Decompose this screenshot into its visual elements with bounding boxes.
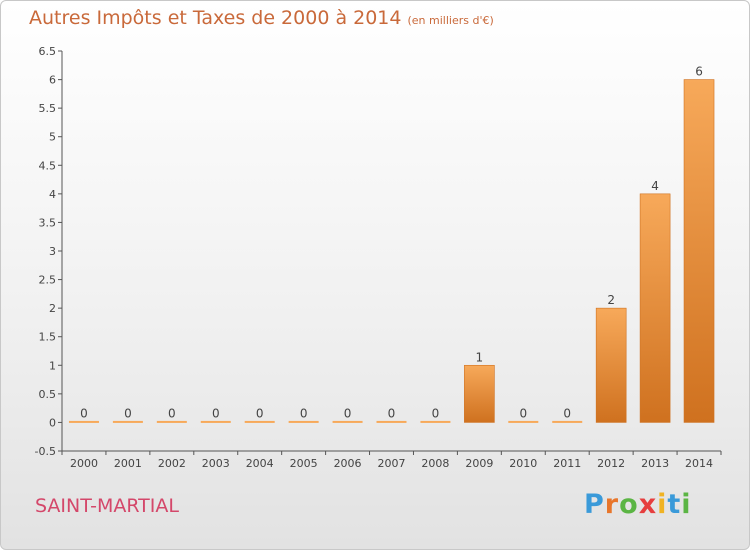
x-tick-label: 2005 [290, 457, 318, 470]
bar-2014 [683, 79, 715, 423]
chart-header: Autres Impôts et Taxes de 2000 à 2014 (en… [29, 7, 494, 29]
y-tick-label: 3 [49, 245, 56, 258]
y-tick-label: 6.5 [39, 45, 57, 58]
data-label-2002: 0 [168, 406, 176, 420]
y-tick-label: 1.5 [39, 331, 57, 344]
y-tick-label: 2.5 [39, 274, 57, 287]
bar-2001 [112, 420, 143, 423]
x-tick-label: 2009 [465, 457, 493, 470]
data-labels: 0 0 0 0 0 0 0 0 0 1 0 0 2 4 6 [80, 65, 703, 421]
bar-2004 [244, 420, 275, 423]
y-tick-label: 4 [49, 188, 56, 201]
bar-2005 [288, 420, 319, 423]
bar-2009 [464, 364, 495, 423]
bar-2013 [639, 193, 671, 423]
x-tick-label: 2000 [70, 457, 98, 470]
bar-2000 [68, 420, 99, 423]
x-tick-label: 2004 [246, 457, 274, 470]
x-tick-label: 2011 [553, 457, 581, 470]
data-label-2009: 1 [476, 350, 484, 364]
bar-2007 [376, 420, 407, 423]
chart-subtitle: (en milliers d'€) [407, 14, 494, 27]
y-tick-label: 5.5 [39, 102, 57, 115]
y-tick-label: 2 [49, 302, 56, 315]
data-label-2014: 6 [695, 65, 703, 79]
y-tick-label: 0 [49, 416, 56, 429]
x-tick-label: 2007 [378, 457, 406, 470]
data-label-2006: 0 [344, 406, 352, 420]
x-tick-label: 2010 [509, 457, 537, 470]
x-tick-label: 2001 [114, 457, 142, 470]
bar-2010 [508, 420, 539, 423]
bars [68, 79, 715, 423]
logo-letter: P [584, 489, 605, 520]
y-tick-label: 1 [49, 359, 56, 372]
chart-title: Autres Impôts et Taxes de 2000 à 2014 [29, 7, 402, 29]
y-tick-label: 5 [49, 131, 56, 144]
logo-letter: o [619, 489, 639, 520]
data-label-2008: 0 [432, 406, 440, 420]
data-label-2012: 2 [607, 293, 615, 307]
bar-2012 [595, 307, 627, 423]
y-tick-label: 6 [49, 74, 56, 87]
bar-2003 [200, 420, 231, 423]
x-tick-label: 2008 [421, 457, 449, 470]
x-tick-label: 2003 [202, 457, 230, 470]
data-label-2013: 4 [651, 179, 659, 193]
x-tick-label: 2013 [641, 457, 669, 470]
x-tick-label: 2006 [334, 457, 362, 470]
logo-letter: i [681, 489, 692, 520]
commune-name: SAINT-MARTIAL [35, 495, 179, 517]
y-tick-label: -0.5 [35, 445, 56, 458]
bar-2002 [156, 420, 187, 423]
y-tick-label: 3.5 [39, 216, 57, 229]
data-label-2000: 0 [80, 406, 88, 420]
data-label-2005: 0 [300, 406, 308, 420]
data-label-2010: 0 [519, 406, 527, 420]
x-tick-label: 2012 [597, 457, 625, 470]
y-tick-label: 4.5 [39, 159, 57, 172]
x-tick-label: 2014 [685, 457, 713, 470]
logo-letter: i [657, 489, 668, 520]
proxiti-logo: Proxiti [584, 489, 692, 520]
data-label-2007: 0 [388, 406, 396, 420]
bar-2006 [332, 420, 363, 423]
logo-letter: t [667, 489, 682, 520]
bar-2011 [552, 420, 583, 423]
data-label-2003: 0 [212, 406, 220, 420]
y-tick-label: 0.5 [39, 388, 57, 401]
data-label-2001: 0 [124, 406, 132, 420]
bar-2008 [420, 420, 451, 423]
data-label-2004: 0 [256, 406, 264, 420]
logo-letter: r [604, 489, 620, 520]
data-label-2011: 0 [563, 406, 571, 420]
logo-letter: x [638, 489, 658, 520]
x-tick-label: 2002 [158, 457, 186, 470]
